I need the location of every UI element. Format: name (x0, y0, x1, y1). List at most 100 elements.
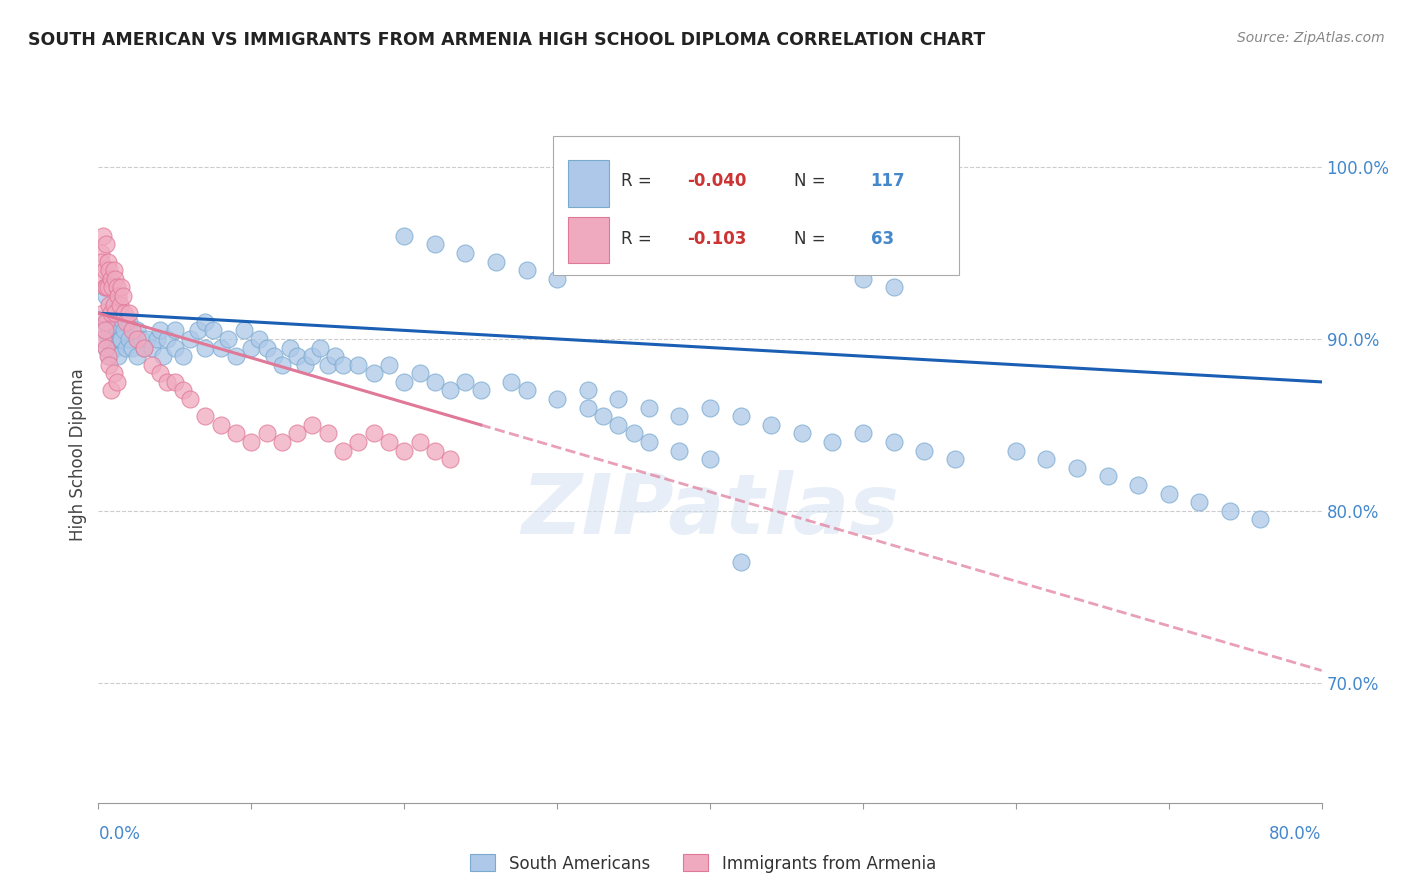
Point (141, 358, 163, 372)
Point (730, 409, 752, 424)
Point (98, 323, 121, 337)
Point (516, 384, 538, 398)
Point (91, 306, 114, 320)
FancyBboxPatch shape (568, 161, 609, 207)
Point (1219, 504, 1241, 518)
Point (225, 426, 247, 441)
Point (332, 358, 354, 372)
Point (103, 332, 125, 346)
Point (699, 452, 721, 467)
Point (108, 297, 131, 311)
Point (1035, 452, 1057, 467)
Point (378, 358, 401, 372)
Point (121, 323, 143, 337)
Point (98, 349, 121, 363)
Point (263, 349, 285, 363)
Text: -0.103: -0.103 (688, 230, 747, 248)
Point (668, 443, 690, 458)
Point (439, 452, 461, 467)
Point (97, 332, 120, 346)
Point (454, 375, 477, 389)
Point (285, 426, 308, 441)
Point (883, 435, 905, 450)
Point (94, 315, 117, 329)
Point (104, 306, 127, 320)
Point (156, 332, 179, 346)
Point (104, 306, 127, 320)
Point (256, 341, 278, 355)
Point (94, 280, 117, 294)
Point (97, 254, 120, 268)
Point (125, 323, 148, 337)
Point (638, 401, 661, 415)
Point (363, 426, 385, 441)
Point (134, 341, 156, 355)
Point (325, 349, 347, 363)
Point (209, 417, 232, 432)
FancyBboxPatch shape (553, 136, 959, 276)
Point (730, 555, 752, 569)
Text: R =: R = (621, 172, 658, 190)
Point (172, 384, 194, 398)
Point (93, 323, 115, 337)
Point (392, 443, 416, 458)
Point (225, 349, 247, 363)
Point (110, 280, 132, 294)
Point (90, 246, 112, 260)
Point (423, 443, 446, 458)
Point (101, 280, 124, 294)
Point (121, 341, 143, 355)
Point (638, 220, 661, 235)
Point (316, 358, 339, 372)
Point (408, 435, 430, 450)
Point (97, 315, 120, 329)
Point (111, 289, 134, 303)
Point (134, 341, 156, 355)
Point (101, 341, 124, 355)
Point (790, 426, 813, 441)
Point (1157, 486, 1180, 500)
Point (883, 280, 905, 294)
Y-axis label: High School Diploma: High School Diploma (69, 368, 87, 541)
Point (103, 315, 125, 329)
Point (247, 332, 270, 346)
Point (103, 297, 125, 311)
Point (94, 237, 117, 252)
Point (852, 272, 875, 286)
Point (118, 315, 141, 329)
Point (699, 401, 721, 415)
Point (821, 435, 844, 450)
Point (194, 315, 217, 329)
Point (111, 315, 134, 329)
Point (125, 349, 148, 363)
Point (152, 349, 174, 363)
Point (129, 332, 152, 346)
Point (100, 332, 122, 346)
Point (91, 228, 114, 243)
Point (546, 272, 568, 286)
Point (516, 263, 538, 277)
Point (112, 323, 135, 337)
Point (852, 426, 875, 441)
Point (105, 332, 128, 346)
Point (1097, 469, 1119, 483)
Point (91, 332, 114, 346)
Point (576, 401, 599, 415)
Point (101, 323, 124, 337)
Point (100, 384, 122, 398)
Text: 0.0%: 0.0% (98, 825, 141, 843)
Point (240, 341, 263, 355)
Point (546, 392, 568, 406)
Point (105, 280, 128, 294)
Point (141, 341, 163, 355)
Point (347, 435, 370, 450)
Point (107, 323, 129, 337)
Point (91, 272, 114, 286)
Point (118, 306, 141, 320)
Point (209, 341, 232, 355)
Point (194, 409, 217, 424)
Point (98, 263, 121, 277)
Point (149, 367, 172, 381)
Point (112, 306, 135, 320)
Point (623, 211, 645, 226)
